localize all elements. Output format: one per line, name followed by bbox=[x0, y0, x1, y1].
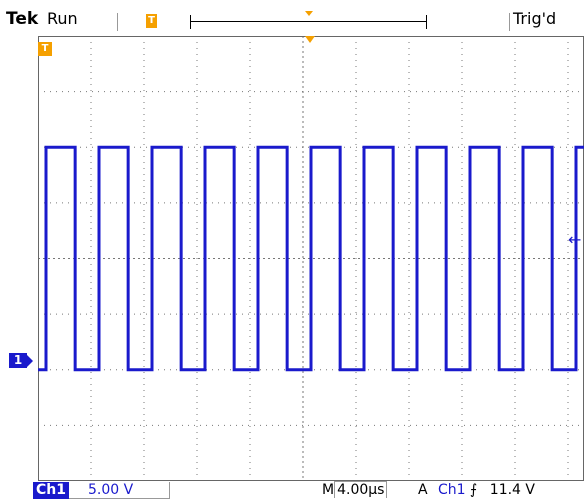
timebase-readout[interactable]: M 4.00µs bbox=[322, 481, 388, 499]
trigger-position-top-icon bbox=[305, 36, 315, 43]
trigger-level: 11.4 V bbox=[489, 482, 535, 498]
trigger-marker-icon: T bbox=[38, 42, 52, 56]
brand-logo: Tek bbox=[6, 9, 39, 29]
volts-per-div[interactable]: 5.00 V bbox=[88, 482, 134, 498]
channel-tag[interactable]: Ch1 bbox=[33, 482, 69, 499]
trigger-mode: A bbox=[418, 482, 428, 498]
trigger-status: Trig'd bbox=[513, 9, 557, 28]
trigger-point-marker-icon bbox=[305, 11, 313, 16]
trigger-position-icon: T bbox=[146, 14, 157, 28]
bottom-settings-bar: Ch1 5.00 V M 4.00µs A Ch1 ⨍ 11.4 V bbox=[0, 481, 584, 499]
divider bbox=[117, 13, 118, 31]
acquisition-status: Run bbox=[47, 9, 78, 28]
trigger-level-arrow-icon: ← bbox=[568, 230, 582, 249]
record-length-indicator bbox=[190, 11, 427, 29]
waveform-display[interactable] bbox=[38, 36, 584, 481]
top-status-bar: Tek Run T Trig'd bbox=[0, 0, 584, 34]
timebase-prefix: M bbox=[322, 482, 335, 498]
trigger-slope-icon: ⨍ bbox=[470, 482, 478, 498]
channel1-ground-marker-icon[interactable]: 1 bbox=[9, 353, 33, 368]
trigger-source: Ch1 bbox=[438, 482, 466, 498]
trigger-readout[interactable]: A Ch1 ⨍ 11.4 V bbox=[418, 482, 535, 499]
time-per-div: 4.00µs bbox=[334, 481, 388, 498]
ch1-waveform-trace bbox=[38, 145, 584, 372]
divider bbox=[509, 13, 510, 31]
